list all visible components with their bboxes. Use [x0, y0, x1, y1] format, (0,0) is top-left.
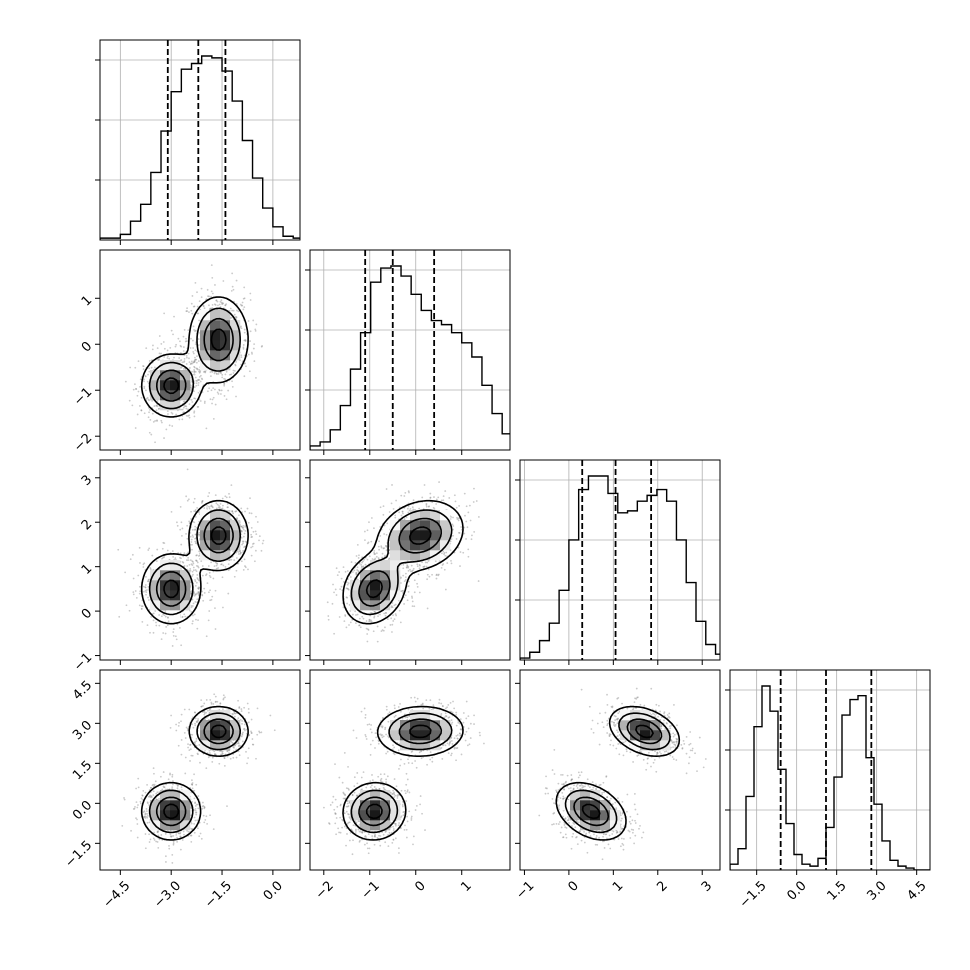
- hist-panel-1: [305, 249, 511, 455]
- contour-3-0-1: [148, 712, 241, 834]
- y-tick-label-2-3: 2: [79, 517, 95, 533]
- contour-3-1-1: [350, 712, 453, 834]
- contour-2-1-0: [342, 499, 464, 625]
- y-tick-label-3-1: 0.0: [70, 798, 95, 823]
- contour-3-0-2: [155, 718, 234, 827]
- hist-panel-0: [95, 39, 301, 245]
- contour-2-0-2: [155, 517, 234, 607]
- scatter-frame-3-0: [99, 669, 301, 871]
- contour-3-2-2: [573, 718, 663, 827]
- y-tick-label-2-0: −1: [71, 650, 95, 674]
- contour-3-2-0: [555, 705, 681, 841]
- x-tick-label-2-0: −1: [513, 878, 537, 902]
- y-tick-label-2-2: 1: [79, 561, 95, 577]
- x-tick-label-1-0: −2: [313, 878, 337, 902]
- hist-frame-0: [99, 39, 301, 241]
- scatter-frame-3-1: [309, 669, 511, 871]
- scatter-panel-2-1: [305, 459, 511, 665]
- x-tick-label-1-1: −1: [359, 878, 383, 902]
- y-tick-label-1-1: −1: [71, 385, 95, 409]
- scatter-frame-2-1: [309, 459, 511, 661]
- y-tick-label-1-3: 1: [79, 293, 95, 309]
- scatter-frame-2-0: [99, 459, 301, 661]
- y-tick-label-1-2: 0: [79, 339, 95, 355]
- y-tick-label-1-0: −2: [71, 431, 95, 455]
- hist-step-2: [520, 475, 720, 660]
- hist-panel-2: [515, 459, 721, 665]
- y-tick-label-3-2: 1.5: [70, 758, 95, 783]
- x-tick-label-0-0: −4.5: [100, 878, 133, 911]
- x-tick-label-2-4: 3: [699, 878, 715, 894]
- hist-panel-3: [725, 669, 931, 875]
- scatter-frame-1-0: [99, 249, 301, 451]
- hist-step-1: [310, 265, 510, 450]
- y-tick-label-3-4: 4.5: [70, 678, 95, 703]
- x-tick-label-3-1: 0.0: [784, 878, 809, 903]
- x-tick-label-0-1: −3.0: [151, 878, 184, 911]
- x-tick-label-0-2: −1.5: [202, 878, 235, 911]
- scatter-frame-3-2: [519, 669, 721, 871]
- contour-2-0-1: [148, 509, 241, 616]
- scatter-panel-3-1: [305, 669, 511, 875]
- x-tick-label-3-2: 1.5: [824, 878, 849, 903]
- contour-3-0-3: [163, 724, 227, 820]
- y-tick-label-2-1: 0: [79, 606, 95, 622]
- contour-3-0-0: [140, 705, 249, 841]
- y-tick-label-3-3: 3.0: [70, 718, 95, 743]
- contour-1-0-3: [163, 328, 227, 395]
- y-tick-label-3-0: −1.5: [62, 838, 95, 871]
- hist-step-0: [100, 55, 300, 240]
- contour-2-0-0: [140, 499, 249, 625]
- contour-2-0-3: [163, 526, 227, 599]
- x-tick-label-3-0: −1.5: [737, 878, 770, 911]
- hist-frame-1: [309, 249, 511, 451]
- contour-2-1-2: [358, 517, 442, 607]
- x-tick-label-2-2: 1: [610, 878, 626, 894]
- contour-3-1-3: [365, 724, 432, 820]
- x-tick-label-3-4: 4.5: [904, 878, 929, 903]
- x-tick-label-1-2: 0: [412, 878, 428, 894]
- x-tick-label-3-3: 3.0: [864, 878, 889, 903]
- contour-1-0-1: [148, 307, 241, 410]
- x-tick-label-2-1: 0: [565, 878, 581, 894]
- contour-3-2-3: [581, 724, 654, 820]
- scatter-panel-3-2: [515, 669, 721, 875]
- hist-frame-2: [519, 459, 721, 661]
- hist-frame-3: [729, 669, 931, 871]
- contour-3-2-1: [564, 712, 671, 834]
- contour-3-1-2: [358, 718, 443, 827]
- contour-2-1-3: [365, 526, 432, 599]
- x-tick-label-1-3: 1: [458, 878, 474, 894]
- x-tick-label-2-3: 2: [654, 878, 670, 894]
- y-tick-label-2-4: 3: [79, 472, 95, 488]
- contour-2-1-1: [350, 509, 453, 616]
- contour-1-0-0: [140, 296, 249, 418]
- contour-3-1-0: [342, 705, 464, 841]
- scatter-panel-2-0: [95, 459, 301, 665]
- contour-1-0-2: [156, 317, 234, 402]
- x-tick-label-0-3: 0.0: [261, 878, 286, 903]
- scatter-panel-1-0: [95, 249, 301, 455]
- scatter-panel-3-0: [95, 669, 301, 875]
